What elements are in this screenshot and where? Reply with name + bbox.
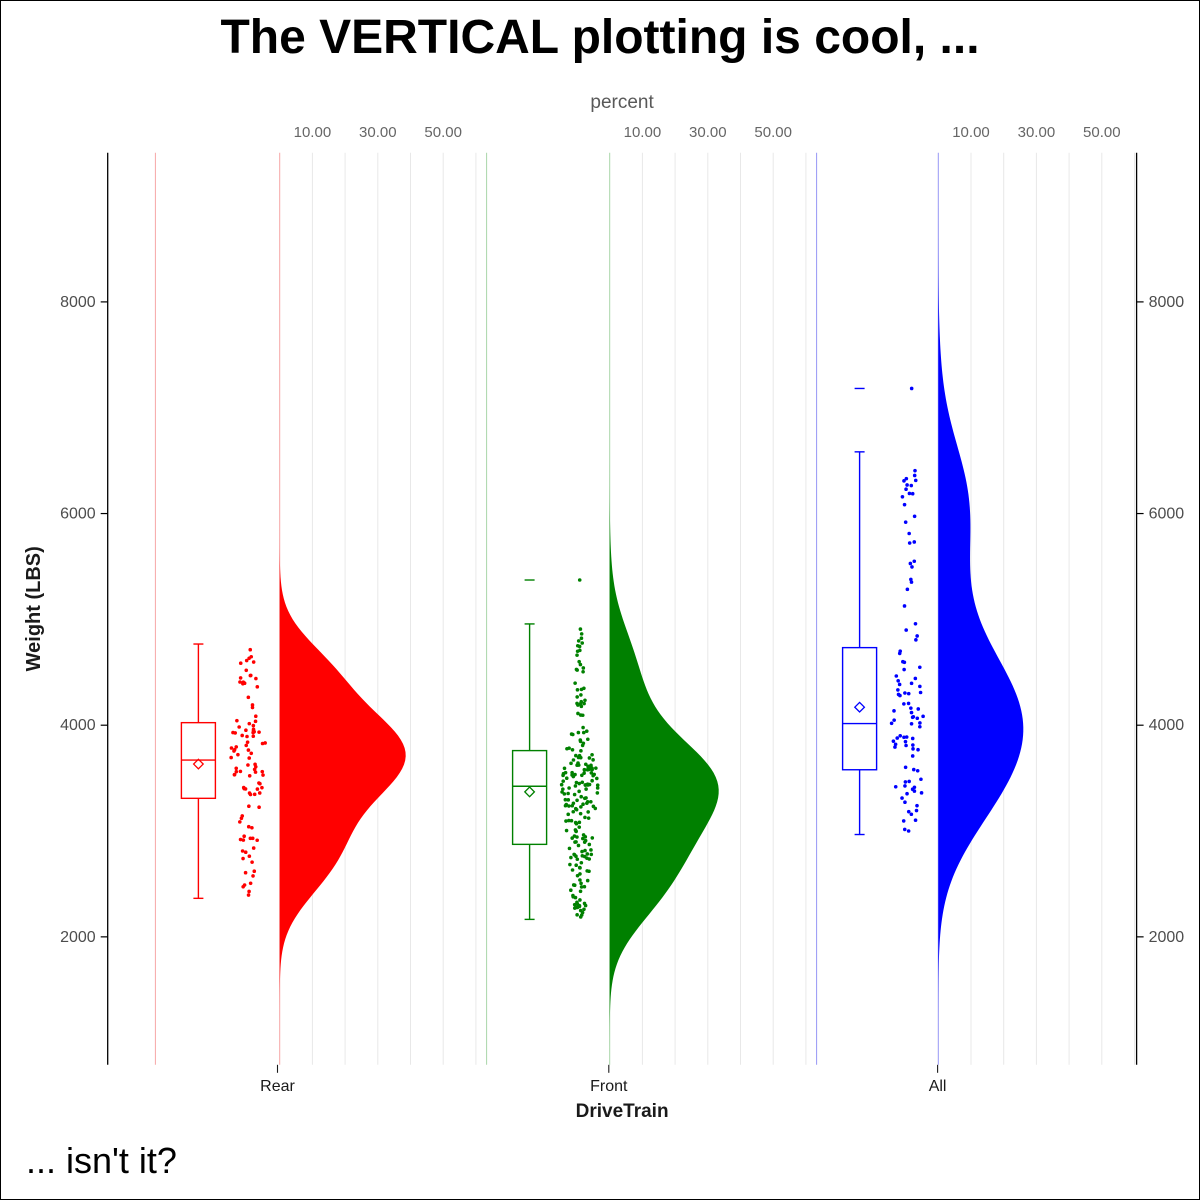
svg-text:50.00: 50.00 bbox=[424, 124, 462, 141]
svg-text:10.00: 10.00 bbox=[294, 124, 332, 141]
svg-text:30.00: 30.00 bbox=[1018, 124, 1056, 141]
svg-text:8000: 8000 bbox=[1149, 294, 1185, 311]
svg-text:4000: 4000 bbox=[60, 717, 96, 734]
svg-text:30.00: 30.00 bbox=[689, 124, 727, 141]
svg-text:2000: 2000 bbox=[1149, 929, 1185, 946]
svg-text:percent: percent bbox=[590, 92, 654, 113]
svg-text:DriveTrain: DriveTrain bbox=[576, 1101, 669, 1122]
svg-text:6000: 6000 bbox=[1149, 506, 1185, 523]
svg-text:50.00: 50.00 bbox=[1083, 124, 1121, 141]
svg-text:Weight (LBS): Weight (LBS) bbox=[23, 546, 45, 671]
svg-text:Front: Front bbox=[590, 1078, 628, 1095]
svg-text:10.00: 10.00 bbox=[952, 124, 990, 141]
svg-text:2000: 2000 bbox=[60, 929, 96, 946]
svg-text:4000: 4000 bbox=[1149, 717, 1185, 734]
svg-text:8000: 8000 bbox=[60, 294, 96, 311]
svg-text:10.00: 10.00 bbox=[624, 124, 662, 141]
svg-text:All: All bbox=[929, 1078, 947, 1095]
svg-text:6000: 6000 bbox=[60, 506, 96, 523]
svg-text:50.00: 50.00 bbox=[754, 124, 792, 141]
svg-text:Rear: Rear bbox=[260, 1078, 295, 1095]
svg-text:30.00: 30.00 bbox=[359, 124, 397, 141]
